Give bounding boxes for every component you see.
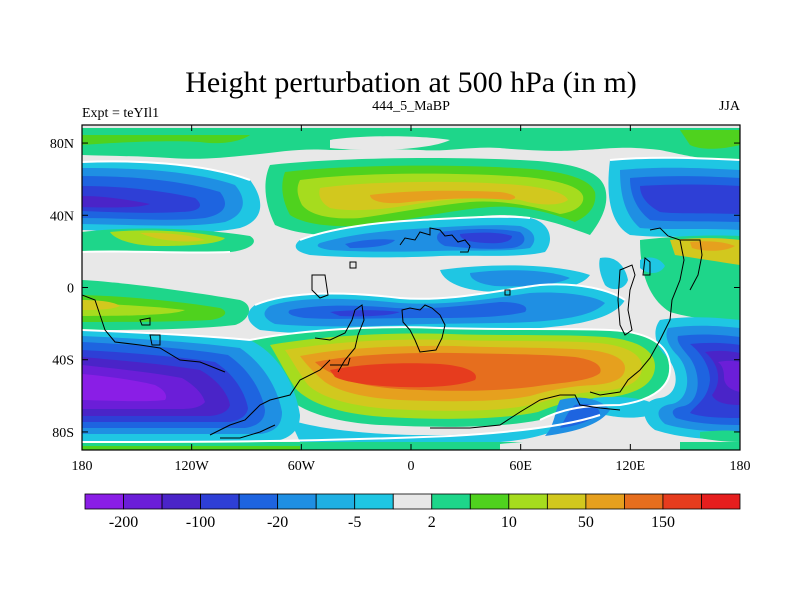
field-left-tropics	[82, 280, 250, 330]
contour-field	[82, 125, 740, 450]
colorbar-label: 10	[501, 514, 517, 531]
colorbar-box	[354, 493, 394, 510]
run-label: 444_5_MaBP	[372, 99, 450, 114]
colorbar-label: 50	[578, 514, 594, 531]
x-tick-label: 60W	[288, 459, 316, 474]
colorbar-box	[701, 493, 741, 510]
x-tick-label: 120W	[175, 459, 210, 474]
colorbar-box	[123, 493, 163, 510]
colorbar-box	[161, 493, 201, 510]
y-tick-label: 80N	[50, 137, 74, 152]
y-axis: 80N 40N 0 40S 80S	[50, 137, 740, 441]
colorbar-label: -5	[348, 514, 361, 531]
colorbar-label: -100	[186, 514, 215, 531]
colorbar-label: 150	[651, 514, 675, 531]
x-axis: 180 120W 60W 0 60E 120E 180	[72, 125, 751, 474]
field-south-pacific-low	[591, 317, 740, 440]
y-tick-label: 80S	[52, 426, 74, 441]
field-north-atlantic-europe-ridge	[265, 157, 607, 236]
colorbar-box	[508, 493, 548, 510]
x-tick-label: 120E	[616, 459, 646, 474]
y-tick-label: 40S	[52, 354, 74, 369]
field-right-subtropics	[640, 235, 740, 321]
zero-contour-lines	[82, 156, 740, 443]
colorbar-box	[546, 493, 587, 510]
colorbar-box	[238, 493, 279, 510]
field-north-left-subtropics	[82, 228, 254, 253]
colorbar-box	[315, 493, 356, 510]
season-label: JJA	[719, 99, 741, 114]
field-southern-ocean-ridge	[250, 327, 671, 427]
x-tick-label: 60E	[509, 459, 532, 474]
field-southern-high-latitude-low	[82, 330, 300, 442]
colorbar-box	[84, 493, 124, 510]
colorbar-box	[469, 493, 510, 510]
coastlines	[82, 227, 703, 439]
field-north-pacific-low	[82, 161, 261, 233]
colorbar-box	[431, 493, 471, 510]
colorbar-box	[662, 493, 702, 510]
colorbar-label: -200	[109, 514, 138, 531]
colorbar-box	[392, 493, 433, 510]
colorbar-box	[624, 493, 664, 510]
field-north-midlat-trough	[295, 216, 550, 258]
x-tick-label: 180	[730, 459, 751, 474]
field-north-arctic-band	[82, 128, 740, 160]
x-tick-label: 0	[408, 459, 415, 474]
y-tick-label: 0	[67, 282, 74, 297]
colorbar-box	[200, 493, 240, 510]
x-tick-label: 180	[72, 459, 93, 474]
colorbar-label: 2	[428, 514, 436, 531]
colorbar-label: -20	[267, 514, 288, 531]
colorbar-box	[585, 493, 625, 510]
field-tropical-trough	[248, 257, 628, 334]
y-tick-label: 40N	[50, 209, 74, 224]
chart-title: Height perturbation at 500 hPa (in m)	[185, 66, 637, 99]
field-pacific-east-low	[608, 157, 740, 238]
colorbar: -200 -100 -20 -5 2 10 50 150	[84, 493, 741, 531]
colorbar-box	[277, 493, 317, 510]
experiment-label: Expt = teYIl1	[82, 106, 159, 121]
